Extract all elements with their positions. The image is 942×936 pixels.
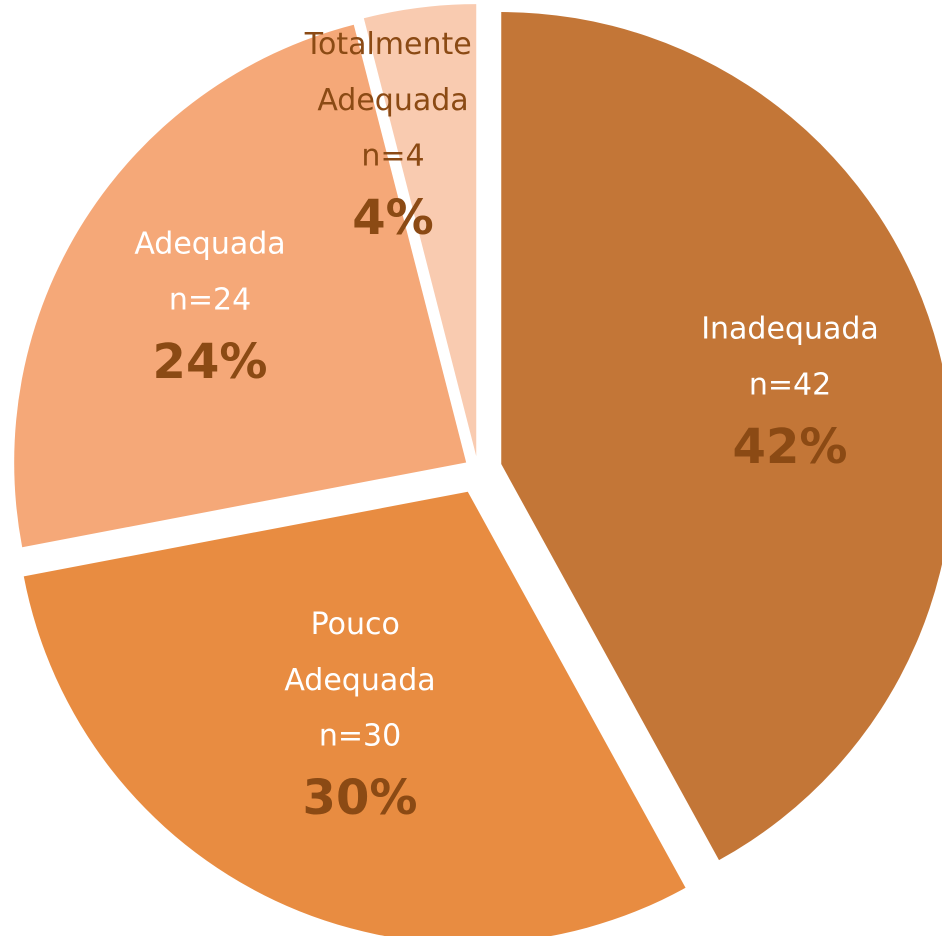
slice-label: Adequada — [134, 227, 285, 262]
pie-slice — [501, 12, 942, 861]
value-label: 30% — [303, 770, 418, 826]
count-label: n=4 — [361, 139, 424, 174]
value-label: 24% — [153, 334, 268, 390]
count-label: n=24 — [169, 283, 251, 318]
pie-slice — [363, 4, 477, 457]
slice-label: Inadequada — [701, 312, 879, 347]
slice-label: Totalmente Adequada — [304, 27, 482, 118]
value-label: 42% — [733, 419, 848, 475]
pie-slice — [14, 24, 467, 548]
count-label: n=42 — [749, 368, 831, 403]
count-label: n=30 — [319, 719, 401, 754]
pie-slice — [23, 491, 686, 936]
value-label: 4% — [352, 190, 434, 246]
slice-label: Pouco Adequada — [284, 607, 435, 698]
